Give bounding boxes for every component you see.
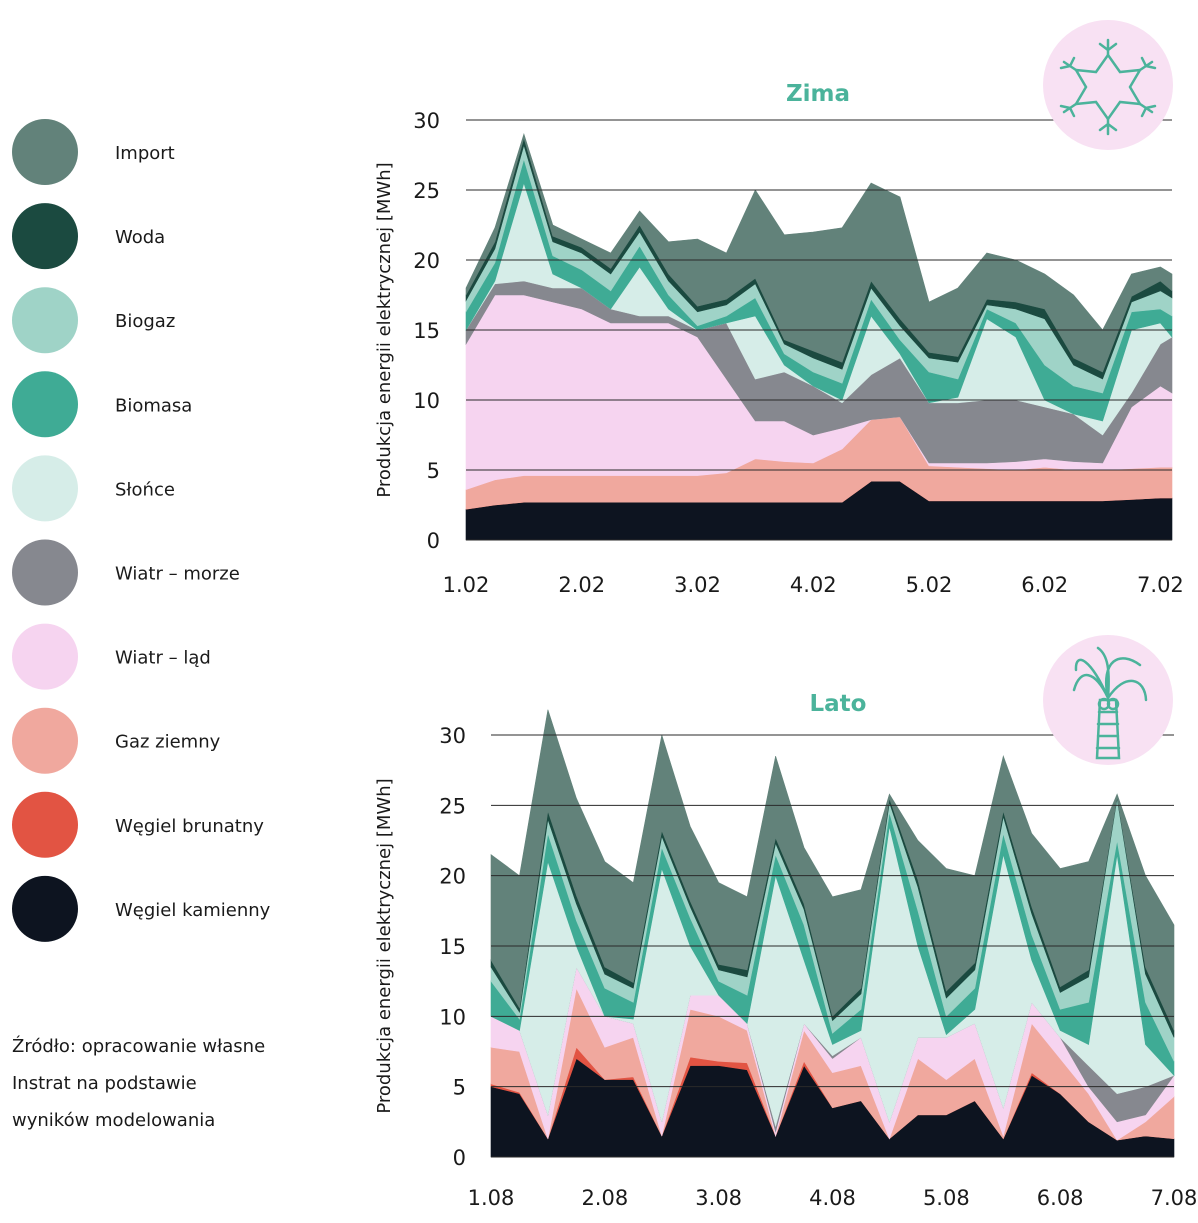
y-tick-label: 30 bbox=[413, 109, 440, 133]
legend-label: Węgiel brunatny bbox=[115, 816, 264, 837]
legend-swatch bbox=[12, 203, 78, 270]
y-tick-label: 25 bbox=[439, 794, 466, 818]
y-axis-label: Produkcja energii elektrycznej [MWh] bbox=[374, 778, 395, 1113]
legend: Import Woda Biogaz Biomasa Słońce Wiatr – mor… bbox=[12, 119, 271, 942]
legend-label: Gaz ziemny bbox=[115, 732, 221, 753]
source-line: Instrat na podstawie bbox=[12, 1073, 197, 1094]
legend-swatch bbox=[12, 791, 78, 858]
x-tick-label: 3.08 bbox=[695, 1186, 742, 1210]
y-tick-label: 0 bbox=[453, 1146, 466, 1170]
x-tick-label: 3.02 bbox=[674, 573, 721, 597]
snowflake-icon bbox=[1059, 38, 1157, 136]
legend-label: Słońce bbox=[115, 479, 175, 500]
x-tick-label: 7.08 bbox=[1151, 1186, 1198, 1210]
y-tick-label: 5 bbox=[453, 1076, 466, 1100]
y-tick-label: 20 bbox=[439, 865, 466, 889]
chart: Węgiel kamiennyWęgiel brunatnyGaz ziemny… bbox=[374, 691, 1197, 1210]
x-tick-label: 7.02 bbox=[1137, 573, 1184, 597]
legend-label: Wiatr – ląd bbox=[115, 648, 211, 669]
x-tick-label: 6.08 bbox=[1037, 1186, 1084, 1210]
palm-icon bbox=[1072, 646, 1148, 760]
source-note: Źródło: opracowanie własne Instrat na po… bbox=[12, 1035, 265, 1131]
y-tick-label: 5 bbox=[427, 459, 440, 483]
y-tick-label: 15 bbox=[413, 319, 440, 343]
chart-title: Lato bbox=[810, 691, 867, 717]
source-line: Źródło: opracowanie własne bbox=[12, 1035, 265, 1057]
x-tick-label: 4.02 bbox=[790, 573, 837, 597]
legend-label: Wiatr – morze bbox=[115, 564, 240, 585]
x-tick-label: 2.08 bbox=[581, 1186, 628, 1210]
source-line: wyników modelowania bbox=[12, 1110, 215, 1131]
legend-label: Biomasa bbox=[115, 395, 192, 416]
x-tick-label: 1.08 bbox=[468, 1186, 515, 1210]
area: Import bbox=[490, 709, 1175, 1031]
legend-label: Węgiel kamienny bbox=[115, 900, 271, 921]
x-tick-label: 6.02 bbox=[1021, 573, 1068, 597]
plots: Węgiel kamiennyWęgiel brunatnyGaz ziemny… bbox=[374, 81, 1197, 1210]
x-tick-label: 2.02 bbox=[558, 573, 605, 597]
y-tick-label: 30 bbox=[439, 724, 466, 748]
chart-title: Zima bbox=[786, 81, 850, 107]
y-tick-label: 15 bbox=[439, 935, 466, 959]
legend-swatch bbox=[12, 287, 78, 354]
y-tick-label: 25 bbox=[413, 179, 440, 203]
summer-badge bbox=[1043, 635, 1173, 765]
legend-label: Woda bbox=[115, 227, 165, 248]
winter-badge bbox=[1043, 20, 1173, 150]
chart: Węgiel kamiennyWęgiel brunatnyGaz ziemny… bbox=[374, 81, 1184, 597]
legend-swatch bbox=[12, 707, 78, 774]
y-tick-label: 20 bbox=[413, 249, 440, 273]
badge-circle bbox=[1043, 20, 1173, 150]
x-tick-label: 1.02 bbox=[443, 573, 490, 597]
x-tick-label: 4.08 bbox=[809, 1186, 856, 1210]
legend-swatch bbox=[12, 539, 78, 606]
legend-label: Biogaz bbox=[115, 311, 175, 332]
legend-label: Import bbox=[115, 143, 175, 164]
x-tick-label: 5.08 bbox=[923, 1186, 970, 1210]
y-tick-label: 10 bbox=[439, 1005, 466, 1029]
legend-swatch bbox=[12, 875, 78, 942]
x-tick-label: 5.02 bbox=[906, 573, 953, 597]
legend-swatch bbox=[12, 119, 78, 185]
y-axis-label: Produkcja energii elektrycznej [MWh] bbox=[374, 162, 395, 497]
legend-swatch bbox=[12, 371, 78, 438]
y-tick-label: 10 bbox=[413, 389, 440, 413]
legend-swatch bbox=[12, 455, 78, 522]
area: Import bbox=[465, 132, 1173, 373]
legend-swatch bbox=[12, 623, 78, 690]
y-tick-label: 0 bbox=[427, 529, 440, 553]
